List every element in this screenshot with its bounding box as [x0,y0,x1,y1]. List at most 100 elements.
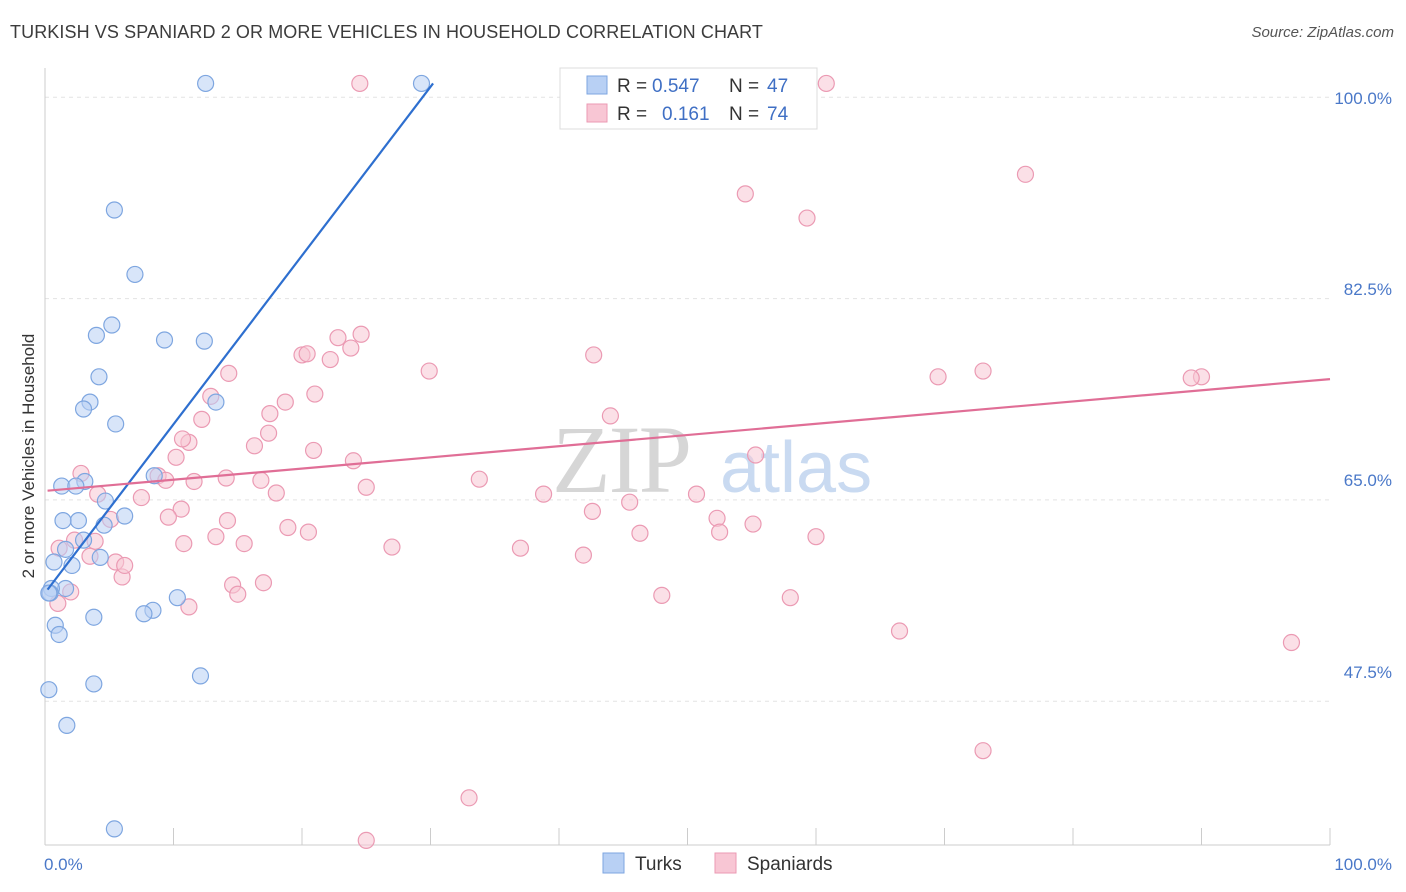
spaniards-point-37 [267,484,285,502]
turks-point-1 [412,74,431,93]
spaniards-point-82 [807,528,825,546]
turks-points [40,74,431,838]
spaniards-point-59 [229,585,247,603]
spaniards-point-0 [351,74,369,93]
spaniards-r-label: R = [617,104,647,125]
y-tick-label-100: 100.0% [1334,89,1392,108]
spaniards-point-1 [817,74,835,93]
turks-point-9 [207,393,225,411]
turks-point-21 [95,516,113,534]
watermark-zip: ZIP [552,406,690,513]
chart-title: TURKISH VS SPANIARD 2 OR MORE VEHICLES I… [10,22,764,42]
spaniards-point-14 [585,346,603,364]
spaniards-point-22 [261,405,279,423]
turks-point-19 [69,511,88,530]
spaniards-point-13 [420,362,438,380]
spaniards-point-38 [132,488,150,507]
turks-point-0 [197,74,215,93]
spaniards-n-label: N = [729,104,759,125]
spaniards-point-76 [890,622,909,640]
turks-point-17 [96,492,114,510]
x-tick-label-min: 0.0% [44,855,83,874]
spaniards-point-84 [747,446,765,464]
turks-point-41 [40,584,58,602]
spaniards-point-77 [974,742,992,760]
x-tick-label-max: 100.0% [1334,855,1392,874]
turks-point-6 [155,331,174,349]
spaniards-point-3 [736,185,754,203]
turks-point-8 [90,368,108,386]
spaniards-point-80 [357,831,375,849]
y-tick-label-47-5: 47.5% [1344,663,1392,682]
turks-point-7 [195,332,213,350]
turks-point-18 [116,507,134,525]
watermark: ZIP atlas [552,406,872,513]
spaniards-point-36 [357,478,375,496]
spaniards-point-20 [306,385,324,403]
turks-legend-label: Turks [635,854,682,875]
spaniards-point-44 [218,511,237,530]
turks-swatch [602,852,625,874]
spaniards-point-63 [534,485,553,503]
spaniards-point-11 [298,345,316,363]
spaniards-point-4 [798,209,816,227]
spaniards-trend-line [47,378,1331,492]
turks-point-38 [40,681,58,699]
turks-point-12 [107,415,125,433]
y-tick-labels: 100.0% 82.5% 65.0% 47.5% [1334,89,1392,682]
spaniards-point-47 [235,535,253,553]
spaniards-point-72 [574,546,593,564]
axes [44,68,1331,846]
spaniards-point-30 [344,452,362,470]
turks-point-39 [58,716,76,734]
spaniards-point-66 [631,524,649,542]
y-axis-title: 2 or more Vehicles in Household [19,334,38,579]
turks-point-25 [45,553,63,571]
turks-point-16 [67,477,85,495]
stats-legend: R = 0.547 N = 47 R = 0.161 N = 74 [559,67,818,130]
turks-point-20 [54,511,72,530]
spaniards-point-45 [279,518,297,537]
turks-point-13 [145,467,163,485]
spaniards-point-23 [193,410,211,428]
spaniards-point-68 [711,523,729,541]
spaniards-point-34 [217,469,235,487]
spaniards-point-70 [744,515,762,533]
spaniards-legend-swatch [586,103,608,123]
turks-point-40 [105,820,123,838]
spaniards-point-35 [252,471,270,489]
spaniards-point-62 [511,539,530,557]
spaniards-point-18 [929,368,947,386]
spaniards-point-17 [1182,369,1200,387]
turks-point-4 [103,316,121,334]
turks-point-35 [50,625,68,644]
turks-point-30 [168,589,186,607]
turks-legend-swatch [586,75,608,95]
series-legend: Turks Spaniards [602,852,833,875]
spaniards-point-71 [621,493,639,511]
turks-point-32 [135,605,153,623]
watermark-atlas: atlas [720,428,872,508]
spaniards-n-value: 74 [767,104,789,125]
turks-point-11 [74,400,93,418]
spaniards-point-24 [259,424,278,442]
turks-n-value: 47 [767,76,788,97]
spaniards-point-6 [220,364,238,382]
spaniards-point-57 [180,598,198,616]
turks-point-23 [56,540,75,558]
spaniards-point-75 [781,589,799,607]
spaniards-point-15 [974,362,992,380]
turks-point-5 [87,326,106,344]
spaniards-swatch [714,852,737,874]
spaniards-point-7 [352,325,370,343]
spaniards-point-9 [342,339,360,357]
spaniards-point-48 [175,535,193,553]
spaniards-point-12 [321,350,339,369]
grid-lines [45,96,1330,702]
spaniards-point-41 [172,500,190,518]
spaniards-point-69 [687,485,706,503]
spaniards-point-28 [167,448,185,466]
y-tick-label-82-5: 82.5% [1344,280,1392,299]
turks-trend-line [46,82,434,591]
